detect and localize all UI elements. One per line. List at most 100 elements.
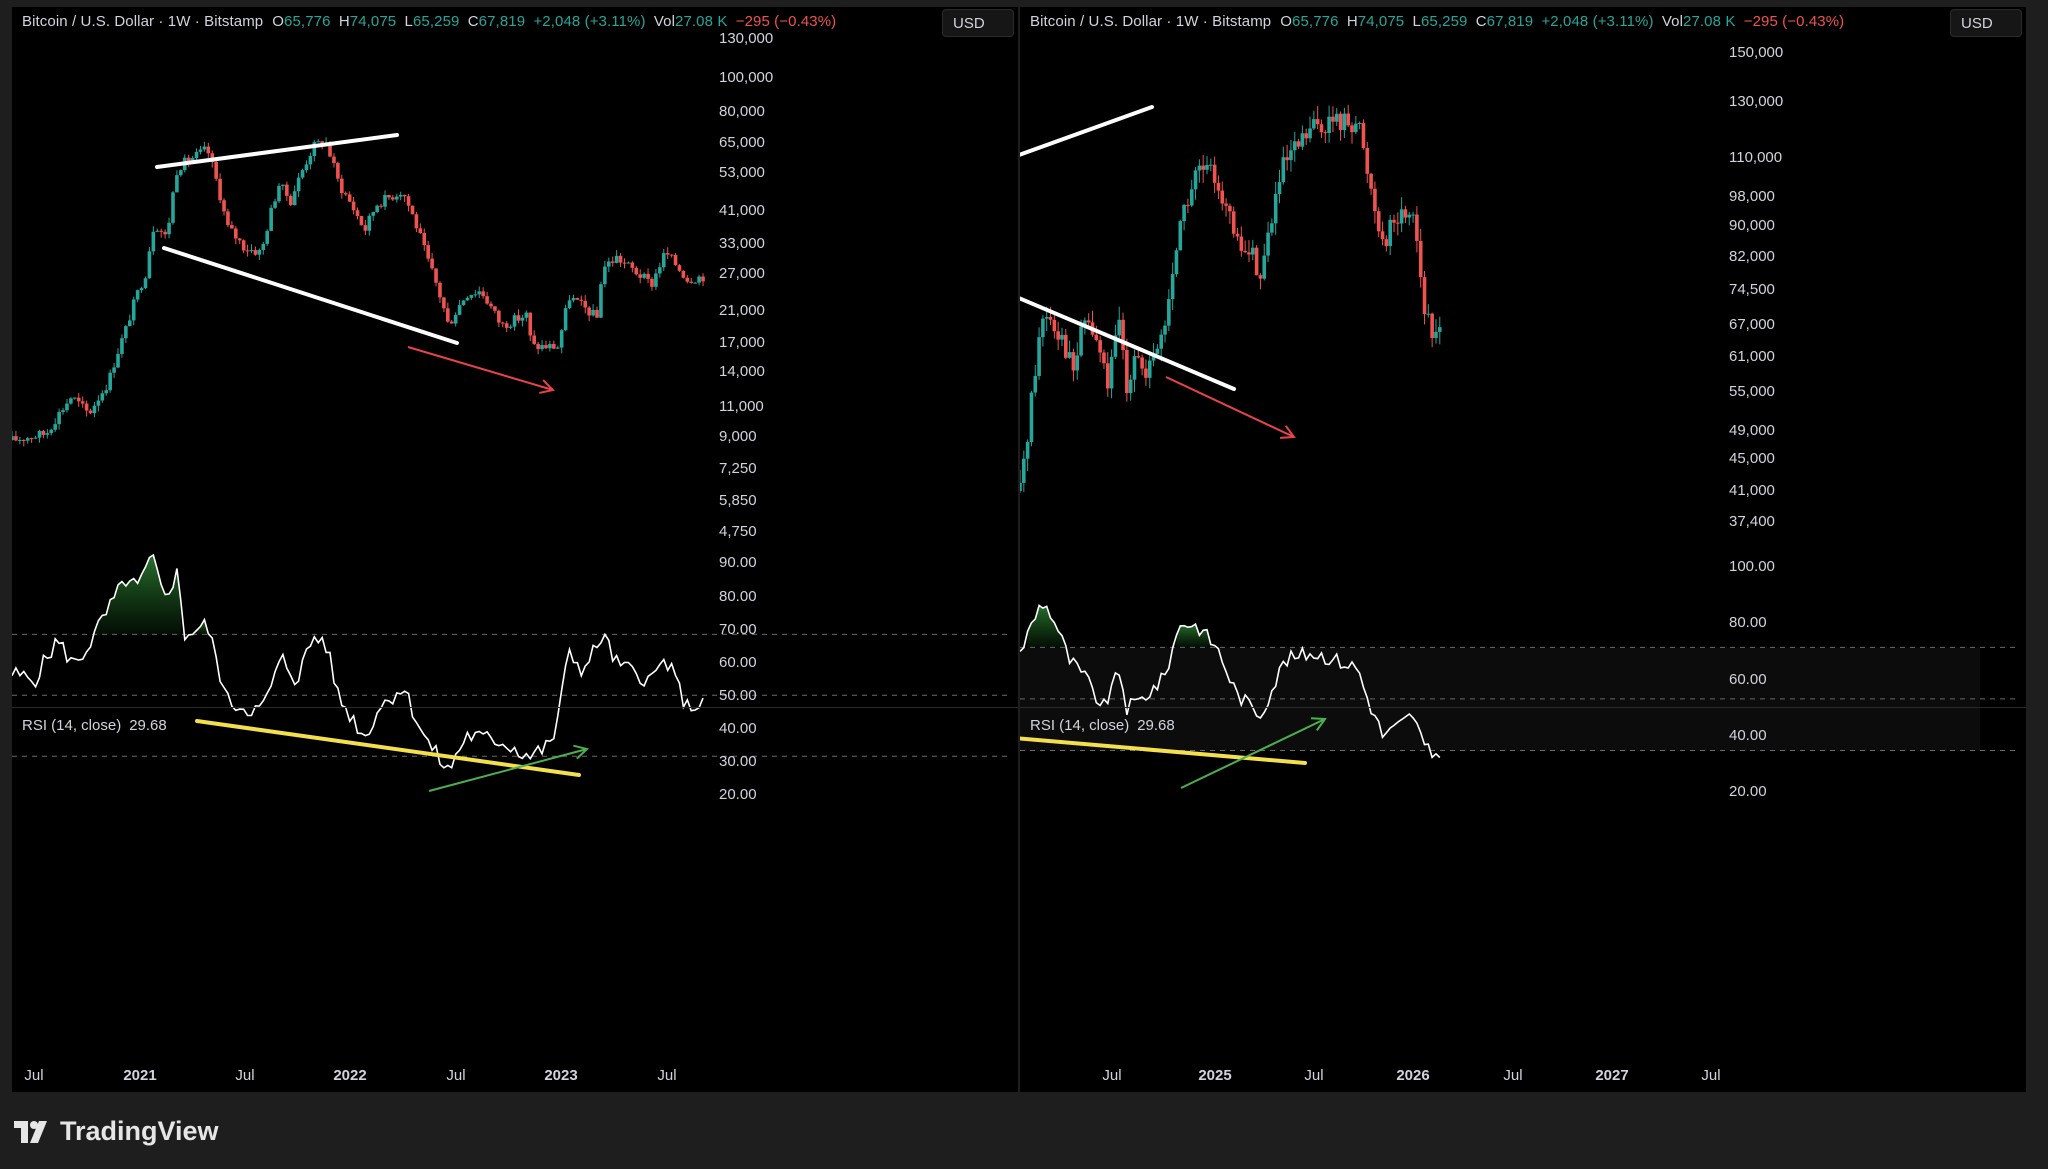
open-label: O xyxy=(272,13,285,30)
time-axis-label: Jul xyxy=(1503,1067,1523,1084)
rsi-title: RSI (14, close) xyxy=(22,717,122,734)
candle-body xyxy=(1277,182,1282,195)
time-axis-label: Jul xyxy=(657,1067,677,1084)
candle-body xyxy=(277,185,281,202)
candle-body xyxy=(92,405,97,414)
candle-body xyxy=(190,158,195,163)
candle-body xyxy=(1331,116,1335,122)
trendline-white xyxy=(162,246,459,345)
candle-body xyxy=(120,338,124,354)
pane-separator[interactable] xyxy=(1020,707,2026,708)
candle-body xyxy=(1258,275,1263,279)
candle-body xyxy=(1140,357,1144,369)
candle-body xyxy=(1262,255,1267,279)
volume-change: −295 (−0.43%) xyxy=(1743,13,1845,30)
time-axis-label: Jul xyxy=(446,1067,466,1084)
candle-body xyxy=(363,225,368,231)
candle-body xyxy=(426,245,430,259)
candle-body xyxy=(1273,194,1278,224)
candle-body xyxy=(453,314,458,324)
price-axis-label: 130,000 xyxy=(1729,93,1784,110)
candle-body xyxy=(202,146,207,150)
price-axis-label: 150,000 xyxy=(1729,44,1784,61)
candle-body xyxy=(1063,334,1068,358)
candle-body xyxy=(1109,356,1114,389)
high-label: H xyxy=(338,13,350,30)
candle-body xyxy=(359,216,364,226)
price-axis-label: 100,000 xyxy=(719,69,774,86)
candle-body xyxy=(367,215,372,231)
candle-body xyxy=(618,255,623,263)
arrow-red xyxy=(407,346,554,391)
candle-body xyxy=(343,193,348,195)
candle-body xyxy=(1205,164,1209,170)
arrow-green xyxy=(1180,718,1326,789)
candle-body xyxy=(1308,128,1312,139)
arrow-green-head xyxy=(1310,717,1327,731)
candle-body xyxy=(504,323,509,328)
candle-body xyxy=(1285,157,1289,161)
candle-body xyxy=(292,191,297,206)
candle-body xyxy=(1392,219,1396,223)
currency-button[interactable]: USD xyxy=(1950,9,2022,37)
candle-body xyxy=(1422,277,1427,314)
candle-body xyxy=(1056,331,1060,340)
close-label: C xyxy=(1475,13,1487,30)
candle-body xyxy=(681,270,686,278)
trendline-yellow xyxy=(195,719,581,777)
change-value: +2,048 (+3.11%) xyxy=(533,13,646,30)
candle-body xyxy=(198,149,203,152)
candle-body xyxy=(355,210,360,217)
candle-body xyxy=(1243,250,1247,253)
arrow-red-head xyxy=(1279,425,1296,439)
tradingview-brand[interactable]: TradingView xyxy=(14,1116,219,1147)
candle-body xyxy=(18,439,22,441)
rsi-legend: RSI (14, close) 29.68 xyxy=(22,717,167,734)
rsi-axis-label: 30.00 xyxy=(719,753,757,770)
candle-body xyxy=(575,298,580,300)
candle-body xyxy=(1415,214,1419,241)
candle-body xyxy=(1079,326,1083,356)
candle-body xyxy=(1094,334,1099,341)
candle-body xyxy=(1197,165,1202,171)
candle-body xyxy=(457,305,462,315)
candle-body xyxy=(1020,482,1022,491)
chart-canvas-right[interactable] xyxy=(1020,7,2026,1092)
candle-body xyxy=(1418,240,1423,278)
candle-body xyxy=(536,343,540,350)
candle-body xyxy=(1411,214,1415,216)
candle-body xyxy=(677,265,682,271)
chart-canvas-left[interactable] xyxy=(12,7,1018,1092)
candle-body xyxy=(1029,392,1034,443)
candle-body xyxy=(654,273,658,287)
pane-separator[interactable] xyxy=(12,707,1018,708)
candle-body xyxy=(650,278,654,287)
candle-body xyxy=(442,297,446,309)
low-value: 65,259 xyxy=(1420,13,1468,30)
candle-body xyxy=(73,397,77,399)
rsi-axis-label: 70.00 xyxy=(719,621,757,638)
price-axis-label: 4,750 xyxy=(719,523,757,540)
chart-panel-left[interactable]: Bitcoin / U.S. Dollar · 1W · Bitstamp O65… xyxy=(12,7,1018,1092)
candle-body xyxy=(567,300,572,309)
candle-body xyxy=(76,397,81,402)
open-value: 65,776 xyxy=(284,13,331,30)
candle-body xyxy=(603,266,607,285)
candle-body xyxy=(249,250,254,252)
candle-body xyxy=(1296,141,1301,147)
candle-body xyxy=(65,403,69,411)
candle-body xyxy=(163,231,167,235)
candle-body xyxy=(1163,325,1167,335)
candle-body xyxy=(104,390,109,394)
candle-body xyxy=(269,207,273,231)
candle-body xyxy=(1044,317,1049,319)
rsi-overbought-fill xyxy=(1027,605,1066,648)
time-axis-label: Jul xyxy=(1304,1067,1324,1084)
candle-body xyxy=(12,436,14,441)
candle-body xyxy=(1327,116,1331,134)
chart-panel-right[interactable]: Bitcoin / U.S. Dollar · 1W · Bitstamp O65… xyxy=(1020,7,2026,1092)
symbol-legend: Bitcoin / U.S. Dollar · 1W · Bitstamp O65… xyxy=(22,13,840,30)
currency-button[interactable]: USD xyxy=(942,9,1014,37)
price-axis-label: 74,500 xyxy=(1729,281,1775,298)
candle-body xyxy=(449,321,454,324)
